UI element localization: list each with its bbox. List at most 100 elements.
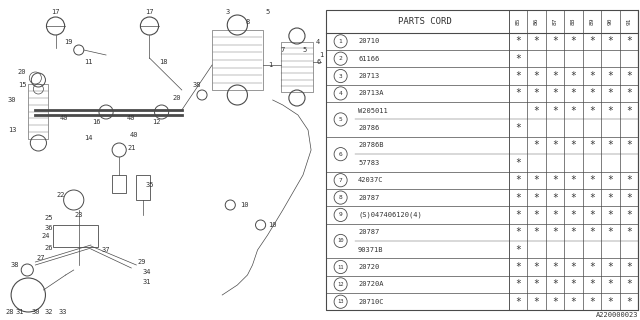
- Text: *: *: [552, 71, 558, 81]
- Text: *: *: [533, 88, 540, 99]
- Text: 37: 37: [102, 247, 110, 253]
- Text: *: *: [626, 88, 632, 99]
- Text: *: *: [626, 210, 632, 220]
- Text: 22: 22: [56, 192, 65, 198]
- Text: *: *: [515, 210, 521, 220]
- Text: 10: 10: [337, 238, 344, 244]
- Text: *: *: [552, 279, 558, 289]
- Text: 3: 3: [225, 9, 229, 15]
- Text: 18: 18: [159, 59, 168, 65]
- Text: 40: 40: [127, 115, 136, 121]
- Bar: [136, 175, 150, 200]
- Text: *: *: [515, 262, 521, 272]
- Text: *: *: [515, 158, 521, 168]
- Text: *: *: [552, 262, 558, 272]
- Text: *: *: [570, 193, 577, 203]
- Text: 28: 28: [6, 309, 14, 315]
- Text: *: *: [589, 36, 595, 46]
- Text: 12: 12: [152, 119, 161, 125]
- Bar: [112, 175, 126, 193]
- Text: *: *: [570, 36, 577, 46]
- Text: *: *: [552, 193, 558, 203]
- Text: 20713A: 20713A: [358, 91, 383, 96]
- Text: 90371B: 90371B: [358, 247, 383, 253]
- Text: *: *: [607, 106, 614, 116]
- Text: *: *: [533, 227, 540, 237]
- Text: *: *: [589, 106, 595, 116]
- Text: *: *: [589, 227, 595, 237]
- Text: *: *: [626, 175, 632, 185]
- Text: *: *: [515, 297, 521, 307]
- Text: *: *: [607, 297, 614, 307]
- Text: *: *: [570, 297, 577, 307]
- Text: 20786: 20786: [358, 125, 380, 131]
- Text: 4: 4: [316, 39, 320, 45]
- Text: 10: 10: [240, 202, 249, 208]
- Text: *: *: [607, 88, 614, 99]
- Text: *: *: [626, 297, 632, 307]
- Text: 31: 31: [16, 309, 24, 315]
- Text: *: *: [626, 262, 632, 272]
- Text: *: *: [515, 71, 521, 81]
- Text: 29: 29: [137, 259, 146, 265]
- Text: 20787: 20787: [358, 229, 380, 235]
- Text: 1: 1: [269, 62, 273, 68]
- Text: *: *: [515, 88, 521, 99]
- Text: *: *: [515, 175, 521, 185]
- Text: 13: 13: [337, 299, 344, 304]
- Text: *: *: [626, 279, 632, 289]
- Text: *: *: [552, 227, 558, 237]
- Text: *: *: [589, 88, 595, 99]
- Bar: [52, 225, 98, 247]
- Text: 30: 30: [31, 309, 40, 315]
- Text: A220000023: A220000023: [596, 312, 639, 318]
- Text: 40: 40: [130, 132, 139, 138]
- Text: 36: 36: [44, 225, 52, 231]
- Text: *: *: [552, 297, 558, 307]
- Text: 40: 40: [60, 115, 68, 121]
- Text: *: *: [533, 106, 540, 116]
- Text: 2: 2: [339, 56, 342, 61]
- Text: 20710C: 20710C: [358, 299, 383, 305]
- Bar: [28, 84, 49, 139]
- Text: 8: 8: [339, 195, 342, 200]
- Text: 15: 15: [18, 82, 26, 88]
- Text: *: *: [515, 123, 521, 133]
- Text: 7: 7: [281, 47, 285, 53]
- Text: *: *: [570, 262, 577, 272]
- Text: *: *: [607, 262, 614, 272]
- Text: *: *: [626, 106, 632, 116]
- Text: 26: 26: [44, 245, 52, 251]
- Text: 25: 25: [44, 215, 52, 221]
- Text: 21: 21: [127, 145, 136, 151]
- Text: 34: 34: [142, 269, 150, 275]
- Text: 30: 30: [8, 97, 17, 103]
- Bar: [212, 30, 262, 90]
- Text: 1: 1: [339, 39, 342, 44]
- Text: 61166: 61166: [358, 56, 380, 62]
- Text: *: *: [533, 279, 540, 289]
- Text: *: *: [570, 71, 577, 81]
- Text: 12: 12: [337, 282, 344, 287]
- Text: 20720: 20720: [358, 264, 380, 270]
- Text: 20720A: 20720A: [358, 281, 383, 287]
- Text: 42037C: 42037C: [358, 177, 383, 183]
- Text: *: *: [552, 88, 558, 99]
- Text: *: *: [607, 193, 614, 203]
- Text: *: *: [626, 227, 632, 237]
- Text: 20786B: 20786B: [358, 142, 383, 148]
- Text: (S)047406120(4): (S)047406120(4): [358, 212, 422, 218]
- Text: 32: 32: [44, 309, 52, 315]
- Text: 38: 38: [11, 262, 19, 268]
- Text: *: *: [515, 245, 521, 255]
- Text: *: *: [570, 175, 577, 185]
- Text: *: *: [607, 210, 614, 220]
- Text: 7: 7: [339, 178, 342, 183]
- Text: *: *: [515, 193, 521, 203]
- Text: PARTS CORD: PARTS CORD: [397, 17, 451, 26]
- Text: *: *: [552, 106, 558, 116]
- Text: 11: 11: [337, 265, 344, 269]
- Text: 33: 33: [58, 309, 67, 315]
- Text: *: *: [607, 279, 614, 289]
- Text: 90: 90: [608, 17, 613, 25]
